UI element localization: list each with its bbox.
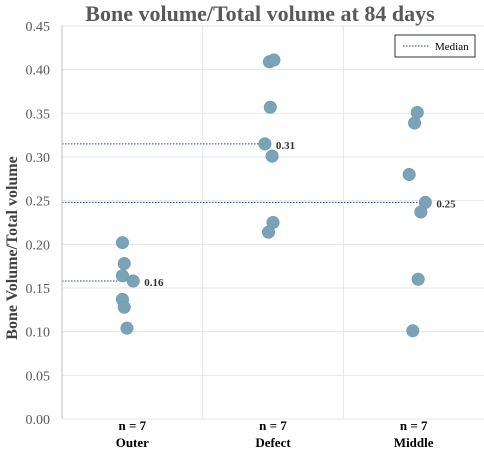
- median-value-label: 0.31: [276, 140, 295, 152]
- data-point: [402, 167, 416, 181]
- data-point: [406, 324, 420, 338]
- y-tick-label: 0.10: [26, 326, 51, 341]
- data-point: [115, 269, 129, 283]
- y-tick-label: 0.35: [26, 107, 51, 122]
- y-tick-label: 0.45: [26, 20, 51, 35]
- data-point: [115, 236, 129, 250]
- axis-layer: 0.00 0.05 0.10 0.15 0.20 0.25 0.30 0.35 0.40 0.45: [26, 20, 63, 428]
- median-value-label: 0.25: [436, 198, 456, 210]
- data-point: [263, 100, 277, 114]
- y-tick-label: 0.00: [26, 413, 51, 428]
- data-point: [261, 225, 275, 239]
- y-tick-label: 0.20: [26, 238, 51, 253]
- point-layer: [115, 53, 432, 338]
- x-tick-label: Outer: [116, 435, 149, 450]
- data-point: [411, 272, 425, 286]
- group-n-label: n = 7: [119, 418, 147, 433]
- legend-entry-median: Median: [435, 41, 469, 53]
- data-point: [126, 274, 140, 288]
- legend-box: [394, 34, 476, 58]
- chart-title: Bone volume/Total volume at 84 days: [85, 1, 435, 26]
- x-tick-label: Defect: [255, 435, 291, 450]
- y-tick-label: 0.25: [26, 195, 51, 210]
- y-axis-label: Bone Volume/Total volume: [4, 156, 21, 339]
- median-layer: [62, 143, 426, 282]
- group-n-label: n = 7: [400, 418, 428, 433]
- data-point: [117, 300, 131, 314]
- group-n-label: n = 7: [259, 418, 287, 433]
- y-tick-label: 0.15: [26, 282, 51, 297]
- data-point: [117, 257, 131, 271]
- y-tick-label: 0.05: [26, 369, 51, 384]
- data-point: [258, 137, 272, 151]
- data-point: [414, 205, 428, 219]
- x-tick-label: Middle: [394, 435, 434, 450]
- label-layer: 0.16 n = 7 Outer 0.31 n = 7 Defect 0.25 n = 7 Mi…: [116, 140, 456, 450]
- y-tick-label: 0.30: [26, 151, 51, 166]
- median-value-label: 0.16: [144, 277, 164, 289]
- y-tick-label: 0.40: [26, 64, 51, 79]
- data-point: [408, 116, 422, 130]
- data-point: [120, 321, 134, 335]
- data-point: [267, 53, 281, 67]
- data-point: [265, 149, 279, 163]
- legend: Median: [394, 34, 476, 58]
